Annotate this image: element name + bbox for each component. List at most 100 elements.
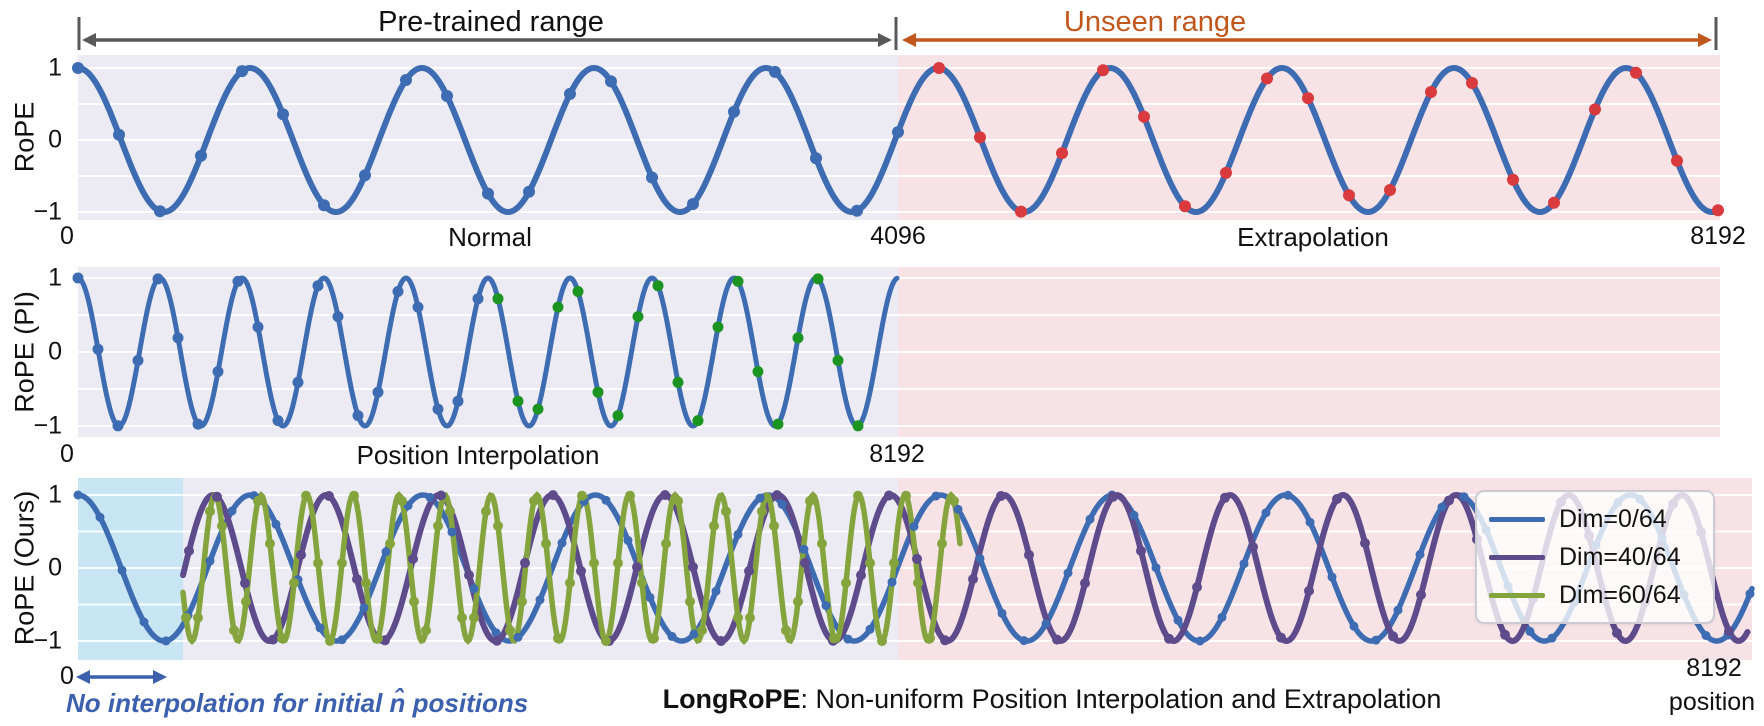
marker [968, 574, 978, 585]
marker [472, 293, 484, 305]
marker [529, 496, 539, 506]
marker [884, 490, 894, 501]
marker [689, 629, 699, 639]
marker [236, 65, 248, 78]
marker [660, 490, 670, 500]
p2-xtick-8192: 8192 [869, 440, 925, 468]
marker [1063, 568, 1073, 578]
marker [1444, 495, 1454, 506]
marker [889, 558, 899, 568]
marker [646, 171, 658, 184]
marker [1671, 154, 1683, 167]
marker [154, 205, 166, 218]
p2-label-position-interpolation: Position Interpolation [356, 440, 600, 470]
marker [769, 520, 779, 531]
caption-rest: : Non-uniform Position Interpolation and… [800, 684, 1442, 714]
marker [853, 490, 863, 501]
marker [1024, 549, 1034, 560]
marker [781, 625, 791, 636]
marker [557, 538, 567, 548]
marker [192, 418, 204, 430]
rope-normal-extrapolation-region-pink [898, 55, 1720, 220]
marker [625, 490, 635, 501]
marker [227, 506, 237, 516]
marker [589, 558, 599, 568]
marker [184, 545, 194, 556]
marker [661, 538, 671, 549]
marker [1052, 634, 1062, 645]
marker [832, 355, 844, 366]
marker [953, 504, 963, 514]
marker [352, 410, 364, 422]
marker [318, 199, 330, 212]
marker [548, 490, 558, 501]
pretrained-range-arrow [77, 17, 898, 50]
p3-xtick-0: 0 [60, 662, 74, 690]
marker [1437, 502, 1447, 512]
p3-ytick-m1: −1 [33, 626, 62, 655]
marker [810, 152, 822, 165]
marker [132, 355, 144, 366]
marker [632, 562, 642, 572]
marker [672, 376, 684, 388]
marker [1547, 633, 1557, 643]
marker [491, 628, 501, 638]
marker [277, 108, 289, 121]
marker [912, 553, 922, 564]
marker [612, 410, 624, 422]
marker [312, 280, 324, 292]
marker [937, 538, 947, 549]
marker [692, 415, 704, 427]
marker [492, 293, 504, 305]
marker [517, 596, 527, 607]
marker [744, 566, 754, 576]
marker [1097, 64, 1109, 77]
marker [652, 280, 664, 292]
marker [139, 617, 149, 627]
marker [613, 558, 623, 568]
marker [1466, 77, 1478, 89]
no-interpolation-note: No interpolation for initial n̂ position… [66, 688, 529, 718]
marker [745, 612, 755, 623]
marker [512, 395, 524, 407]
marker [877, 636, 887, 646]
marker [812, 273, 824, 285]
marker [637, 577, 647, 588]
marker [392, 286, 404, 297]
marker [1304, 585, 1314, 596]
figure-caption: LongRoPE: Non-uniform Position Interpola… [663, 684, 1442, 715]
marker [482, 187, 494, 200]
marker [841, 577, 851, 588]
marker [212, 366, 224, 378]
marker [73, 490, 83, 500]
marker [974, 131, 986, 144]
marker [757, 506, 767, 517]
marker [577, 490, 587, 501]
marker [373, 633, 383, 644]
marker [445, 506, 455, 517]
marker [949, 496, 959, 506]
marker [1015, 205, 1027, 218]
marker [469, 612, 479, 623]
marker [1195, 636, 1205, 646]
marker [301, 490, 311, 501]
marker [195, 149, 207, 162]
marker [576, 566, 586, 576]
marker [728, 105, 740, 118]
marker [843, 634, 853, 644]
marker [1151, 563, 1161, 573]
marker [361, 577, 371, 588]
marker [1701, 631, 1711, 640]
marker [601, 495, 611, 505]
marker [1302, 92, 1314, 105]
p1-ytick-0: 0 [48, 125, 62, 154]
rope-ours-longrope [73, 478, 1755, 660]
marker [1136, 545, 1146, 556]
marker [1500, 629, 1510, 640]
marker [425, 492, 435, 502]
marker [913, 577, 923, 588]
marker [592, 386, 604, 398]
marker [856, 570, 866, 581]
marker [572, 286, 584, 297]
